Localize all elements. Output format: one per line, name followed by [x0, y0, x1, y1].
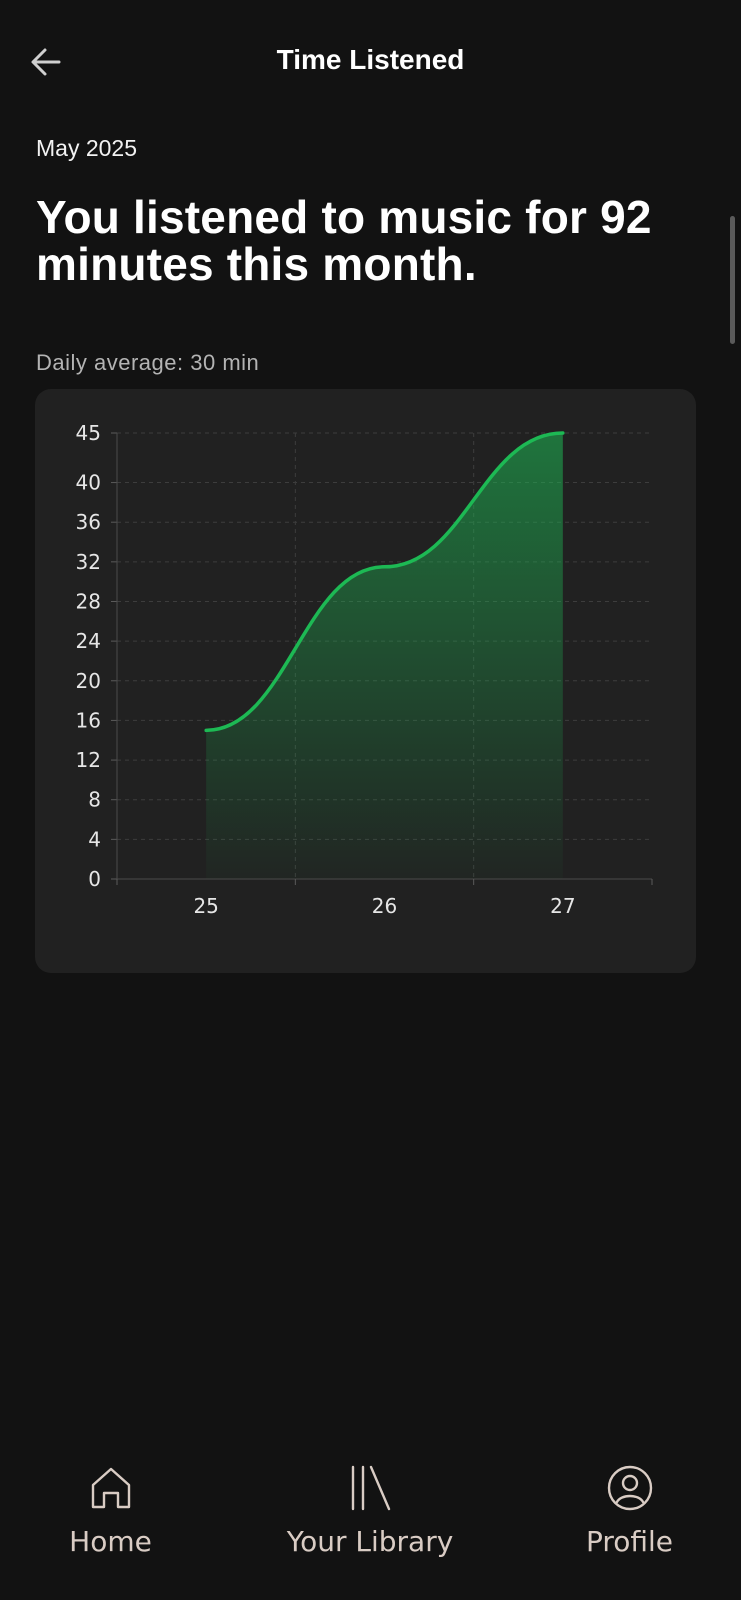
nav-your-library[interactable]: Your Library	[280, 1460, 460, 1562]
top-app-bar: Time Listened	[0, 0, 741, 120]
x-tick-label: 26	[372, 894, 397, 918]
back-button[interactable]	[22, 38, 70, 86]
nav-home[interactable]: Home	[48, 1460, 173, 1562]
series-line	[204, 431, 565, 733]
x-tick-label: 25	[193, 894, 218, 918]
y-tick-label: 20	[76, 669, 101, 693]
y-tick-label: 0	[88, 867, 101, 891]
home-icon	[83, 1460, 139, 1516]
scrollbar[interactable]	[730, 216, 735, 344]
library-icon	[342, 1460, 398, 1516]
time-listened-chart: 0 4 8 12 16 20 24 28 32 36 40 45 25 26 27	[76, 421, 653, 918]
y-tick-label: 24	[76, 629, 101, 653]
y-tick-label: 12	[76, 748, 101, 772]
listening-chart-card: 0 4 8 12 16 20 24 28 32 36 40 45 25 26 27	[35, 389, 696, 973]
listening-summary-headline: You listened to music for 92 minutes thi…	[36, 191, 652, 290]
bottom-navigation: Home Your Library Profile	[0, 1460, 741, 1600]
area-fill	[206, 433, 563, 879]
x-tick-label: 27	[550, 894, 575, 918]
y-tick-label: 32	[76, 550, 101, 574]
y-tick-label: 45	[76, 421, 101, 445]
period-label: May 2025	[36, 135, 138, 161]
nav-profile[interactable]: Profile	[572, 1460, 687, 1562]
y-tick-label: 4	[88, 827, 101, 851]
daily-average-label: Daily average: 30 min	[36, 350, 260, 375]
y-tick-label: 28	[76, 589, 101, 613]
page-title: Time Listened	[276, 44, 465, 75]
nav-home-label: Home	[69, 1525, 152, 1558]
profile-icon	[602, 1460, 658, 1516]
nav-profile-label: Profile	[585, 1525, 674, 1558]
arrow-left-icon	[31, 48, 61, 76]
y-tick-label: 40	[76, 471, 101, 495]
y-tick-label: 36	[76, 510, 101, 534]
nav-your-library-label: Your Library	[286, 1525, 454, 1558]
y-tick-label: 16	[76, 708, 101, 732]
y-tick-label: 8	[88, 788, 101, 812]
